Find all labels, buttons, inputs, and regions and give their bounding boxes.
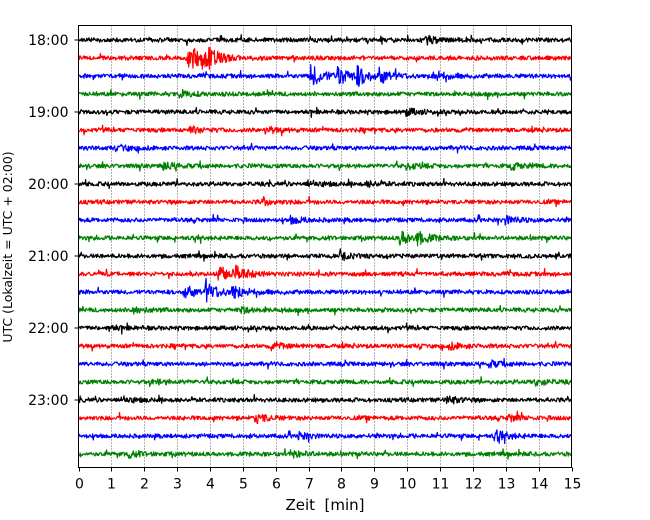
seismogram-trace xyxy=(77,357,573,370)
seismogram-trace xyxy=(77,64,573,88)
y-tick-label: 18:00 xyxy=(28,33,68,49)
seismogram-trace xyxy=(77,46,572,70)
seismogram-trace xyxy=(78,277,573,303)
seismogram-trace xyxy=(78,195,572,208)
seismogram-trace xyxy=(77,142,573,154)
x-axis-label: Zeit [min] xyxy=(285,496,364,514)
seismogram-trace xyxy=(78,177,573,190)
x-tick-label: 10 xyxy=(399,477,417,493)
seismogram-trace xyxy=(77,376,573,388)
seismogram-trace xyxy=(77,410,573,425)
y-tick-label: 23:00 xyxy=(28,393,68,409)
x-tick-label: 6 xyxy=(272,477,281,493)
seismogram-trace xyxy=(77,304,573,317)
seismogram-trace xyxy=(78,230,572,247)
seismogram-traces xyxy=(77,34,573,460)
seismogram-trace xyxy=(78,448,573,460)
x-tick-label: 14 xyxy=(531,477,549,493)
seismogram-trace xyxy=(77,393,573,405)
x-axis: 0 1 2 3 4 5 6 7 8 9 10 11 12 13 14 15 xyxy=(75,467,582,493)
seismogram-trace xyxy=(78,88,573,101)
x-tick-label: 4 xyxy=(206,477,215,493)
x-tick-label: 3 xyxy=(173,477,182,493)
x-tick-label: 11 xyxy=(432,477,450,493)
x-tick-label: 0 xyxy=(75,477,84,493)
x-tick-label: 1 xyxy=(107,477,116,493)
x-tick-label: 13 xyxy=(498,477,516,493)
x-tick-label: 9 xyxy=(370,477,379,493)
seismogram-trace xyxy=(77,160,572,172)
x-tick-label: 7 xyxy=(305,477,314,493)
y-tick-label: 20:00 xyxy=(28,177,68,193)
seismogram-trace xyxy=(77,106,573,119)
y-tick-label: 22:00 xyxy=(28,321,68,337)
seismogram-trace xyxy=(78,264,573,281)
seismogram-trace xyxy=(78,213,573,226)
seismogram-trace xyxy=(78,34,572,46)
x-tick-label: 5 xyxy=(239,477,248,493)
seismogram-trace xyxy=(77,124,573,137)
x-tick-label: 12 xyxy=(465,477,483,493)
seismogram-trace xyxy=(77,322,572,335)
y-axis-label: UTC (Lokalzeit = UTC + 02:00) xyxy=(0,151,15,342)
y-axis: 18:00 19:00 20:00 21:00 22:00 23:00 xyxy=(28,33,79,409)
seismogram-trace xyxy=(78,340,573,352)
x-tick-label: 8 xyxy=(337,477,346,493)
y-tick-label: 19:00 xyxy=(28,105,68,121)
y-tick-label: 21:00 xyxy=(28,249,68,265)
x-tick-label: 2 xyxy=(140,477,149,493)
seismogram-trace xyxy=(77,429,573,445)
plot-frame xyxy=(78,25,572,468)
x-tick-label: 15 xyxy=(564,477,582,493)
seismogram-trace xyxy=(77,248,573,262)
